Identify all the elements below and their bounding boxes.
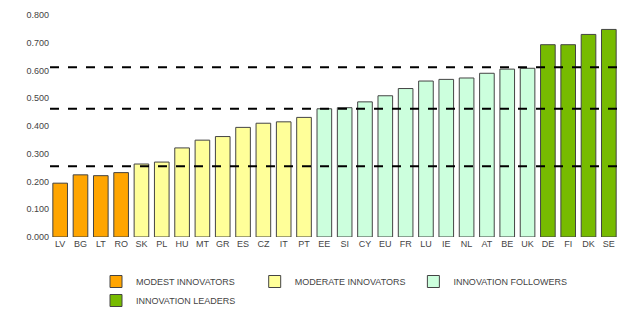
svg-text:LV: LV <box>55 239 65 249</box>
svg-text:0.800: 0.800 <box>26 10 49 20</box>
svg-text:AT: AT <box>481 239 492 249</box>
svg-text:0.600: 0.600 <box>26 66 49 76</box>
svg-text:0.500: 0.500 <box>26 93 49 103</box>
svg-text:0.300: 0.300 <box>26 149 49 159</box>
svg-text:PL: PL <box>156 239 167 249</box>
svg-text:IT: IT <box>280 239 289 249</box>
svg-text:MODERATE INNOVATORS: MODERATE INNOVATORS <box>295 277 406 287</box>
svg-text:0.200: 0.200 <box>26 177 49 187</box>
svg-text:ES: ES <box>237 239 249 249</box>
svg-text:0.400: 0.400 <box>26 121 49 131</box>
svg-text:LT: LT <box>96 239 106 249</box>
svg-text:0.000: 0.000 <box>26 232 49 242</box>
svg-text:PT: PT <box>298 239 310 249</box>
svg-text:SI: SI <box>340 239 349 249</box>
svg-text:BG: BG <box>74 239 87 249</box>
svg-text:INNOVATION FOLLOWERS: INNOVATION FOLLOWERS <box>453 277 567 287</box>
svg-text:FI: FI <box>564 239 572 249</box>
svg-text:MODEST INNOVATORS: MODEST INNOVATORS <box>136 277 235 287</box>
svg-text:DK: DK <box>582 239 595 249</box>
svg-text:UK: UK <box>521 239 534 249</box>
svg-text:EE: EE <box>318 239 330 249</box>
svg-text:INNOVATION LEADERS: INNOVATION LEADERS <box>136 296 235 306</box>
svg-text:DE: DE <box>542 239 555 249</box>
svg-text:SK: SK <box>135 239 147 249</box>
svg-text:EU: EU <box>379 239 392 249</box>
svg-text:FR: FR <box>400 239 412 249</box>
svg-text:SE: SE <box>603 239 615 249</box>
svg-text:IE: IE <box>442 239 451 249</box>
svg-text:BE: BE <box>501 239 513 249</box>
svg-text:GR: GR <box>216 239 230 249</box>
svg-text:MT: MT <box>196 239 209 249</box>
svg-text:0.700: 0.700 <box>26 38 49 48</box>
svg-text:RO: RO <box>114 239 128 249</box>
svg-text:LU: LU <box>420 239 432 249</box>
svg-text:CY: CY <box>359 239 372 249</box>
svg-text:NL: NL <box>461 239 473 249</box>
svg-text:0.100: 0.100 <box>26 204 49 214</box>
svg-text:CZ: CZ <box>257 239 269 249</box>
svg-text:HU: HU <box>176 239 189 249</box>
